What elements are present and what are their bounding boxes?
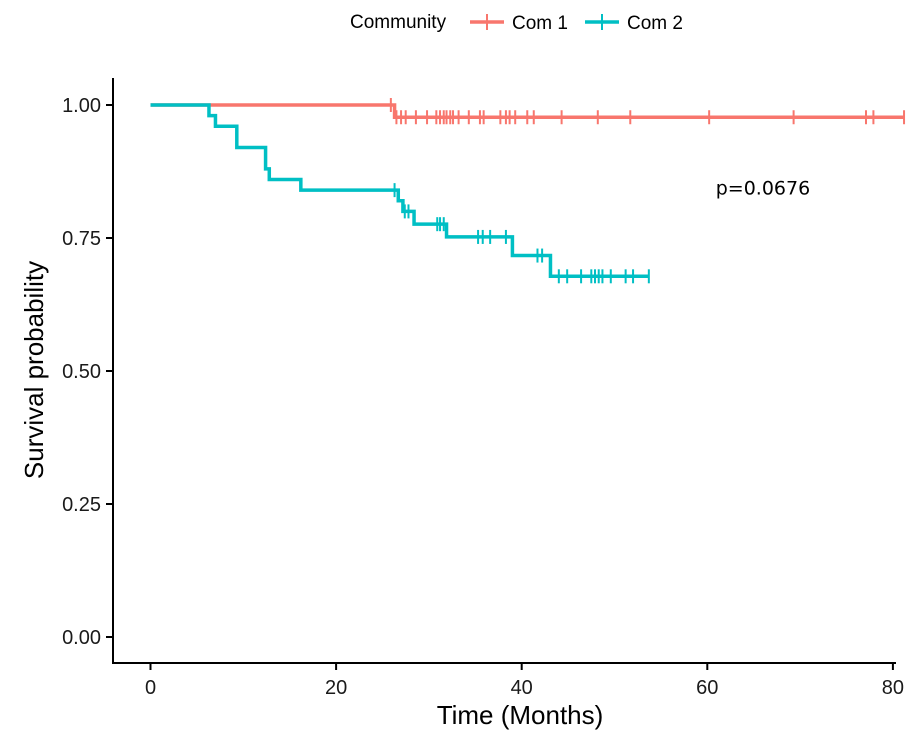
y-tick-label: 0.75 [62, 228, 101, 250]
series-line-com-2 [150, 103, 649, 279]
x-axis-title: Time (Months) [437, 700, 604, 730]
y-axis-title: Survival probability [19, 261, 49, 479]
series-line-com-1 [150, 103, 905, 119]
series-com-2 [150, 103, 650, 284]
p-value-annotation: p=0.0676 [716, 177, 810, 199]
series-com-1 [150, 98, 906, 125]
legend-title: Community [350, 12, 447, 33]
y-tick-label: 0.25 [62, 494, 101, 516]
legend-item-com-1: Com 1 [470, 13, 568, 34]
x-tick-label: 20 [325, 677, 347, 699]
y-tick-label: 0.00 [62, 627, 101, 649]
axes: 0.00 0.25 0.50 0.75 1.00 0 20 40 60 80 [62, 78, 904, 699]
legend-label: Com 2 [627, 13, 683, 34]
x-tick-label: 0 [145, 677, 156, 699]
x-tick-label: 60 [696, 677, 718, 699]
legend-items: Com 1 Com 2 [470, 13, 683, 34]
legend-item-com-2: Com 2 [585, 13, 683, 34]
y-tick-label: 1.00 [62, 95, 101, 117]
legend: Community Com 1 Com 2 [350, 12, 683, 34]
legend-label: Com 1 [512, 13, 568, 34]
x-tick-label: 40 [511, 677, 533, 699]
x-ticks: 0 20 40 60 80 [145, 663, 904, 699]
plot-area [150, 98, 906, 284]
x-tick-label: 80 [882, 677, 904, 699]
y-tick-label: 0.50 [62, 361, 101, 383]
y-ticks: 0.00 0.25 0.50 0.75 1.00 [62, 95, 113, 649]
